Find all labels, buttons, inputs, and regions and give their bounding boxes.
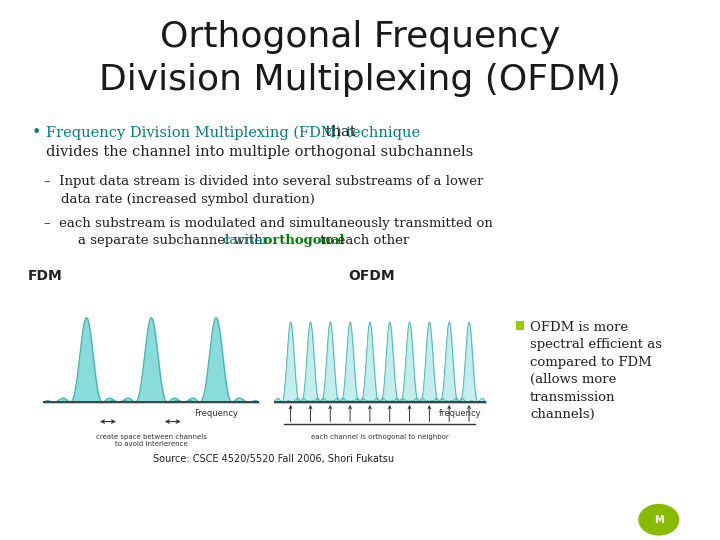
- Text: –  Input data stream is divided into several substreams of a lower: – Input data stream is divided into seve…: [44, 175, 483, 188]
- Text: channels): channels): [530, 408, 595, 421]
- Text: Source: CSCE 4520/5520 Fall 2006, Shori Fukatsu: Source: CSCE 4520/5520 Fall 2006, Shori …: [153, 454, 394, 464]
- Text: (allows more: (allows more: [530, 373, 616, 386]
- Text: divides the channel into multiple orthogonal subchannels: divides the channel into multiple orthog…: [46, 145, 473, 159]
- Text: 4: 4: [644, 505, 652, 516]
- Text: MOTOROLA, Access the System, All logos are trademarks of the U.S. Patent & Trade: MOTOROLA, Access the System, All logos a…: [7, 519, 259, 524]
- Text: that: that: [321, 125, 356, 139]
- Text: each channel is orthogonal to neighbor: each channel is orthogonal to neighbor: [311, 434, 449, 440]
- Text: to avoid interlerence: to avoid interlerence: [114, 441, 188, 447]
- Text: –  each substream is modulated and simultaneously transmitted on: – each substream is modulated and simult…: [44, 217, 493, 230]
- Text: M: M: [654, 515, 664, 525]
- Text: compared to FDM: compared to FDM: [530, 356, 652, 369]
- Text: Frequency Division Multiplexing (FDM) technique: Frequency Division Multiplexing (FDM) te…: [46, 125, 420, 139]
- FancyBboxPatch shape: [516, 321, 524, 330]
- Text: FDM: FDM: [28, 269, 63, 283]
- Text: OFDM is more: OFDM is more: [530, 321, 628, 334]
- Text: MOTOROLA: MOTOROLA: [636, 515, 702, 525]
- Text: create space between channels: create space between channels: [96, 434, 207, 440]
- Text: Frequency: Frequency: [194, 409, 238, 418]
- Text: Orthogonal Frequency: Orthogonal Frequency: [160, 19, 560, 53]
- Text: Public Use: Public Use: [7, 507, 44, 512]
- Text: •: •: [32, 125, 41, 140]
- Text: All other product or service names are the property of their respective owners. : All other product or service names are t…: [7, 530, 276, 536]
- Text: spectral efficient as: spectral efficient as: [530, 339, 662, 352]
- Text: a separate subchannel with: a separate subchannel with: [61, 234, 267, 247]
- Text: OFDM: OFDM: [348, 269, 395, 283]
- Text: data rate (increased symbol duration): data rate (increased symbol duration): [44, 193, 315, 206]
- Text: to each other: to each other: [316, 234, 409, 247]
- Text: transmission: transmission: [530, 390, 616, 404]
- Text: orthogonal: orthogonal: [258, 234, 344, 247]
- Text: frequency: frequency: [439, 409, 482, 418]
- Text: carrier: carrier: [222, 234, 269, 247]
- Text: Division Multiplexing (OFDM): Division Multiplexing (OFDM): [99, 63, 621, 97]
- Ellipse shape: [639, 504, 679, 535]
